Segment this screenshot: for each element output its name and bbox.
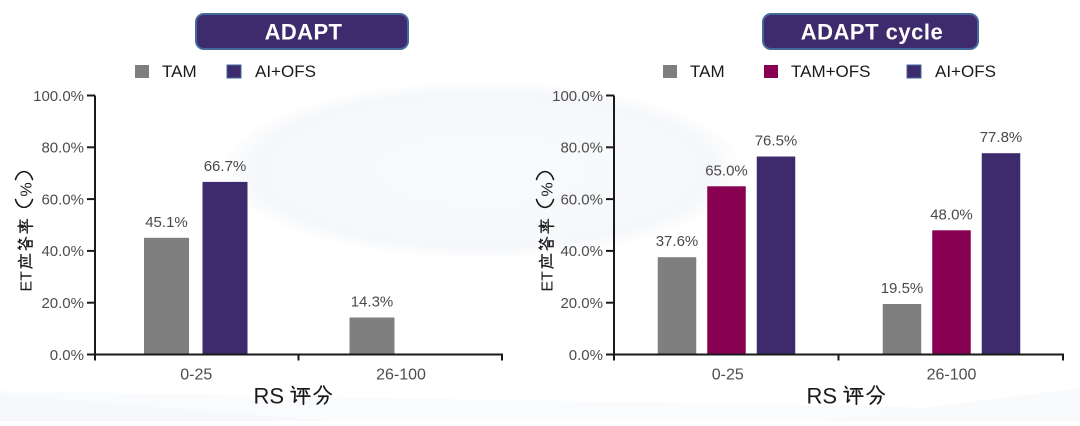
svg-text:45.1%: 45.1% [145,214,188,231]
svg-text:%: % [540,182,557,196]
svg-text:76.5%: 76.5% [755,133,798,150]
svg-text:20.0%: 20.0% [41,295,84,312]
svg-text:40.0%: 40.0% [560,243,603,260]
svg-text:AI+OFS: AI+OFS [255,62,316,81]
svg-text:66.7%: 66.7% [204,158,247,175]
svg-text:26-100: 26-100 [376,367,426,384]
svg-text:0-25: 0-25 [712,367,744,384]
svg-text:0-25: 0-25 [180,367,212,384]
svg-text:48.0%: 48.0% [930,206,973,223]
svg-text:ADAPT cycle: ADAPT cycle [801,20,943,45]
svg-text:%: % [19,182,36,196]
svg-text:RS: RS [807,383,838,408]
svg-text:100.0%: 100.0% [33,88,84,105]
svg-text:TAM+OFS: TAM+OFS [791,62,871,81]
svg-text:65.0%: 65.0% [705,162,748,179]
svg-text:14.3%: 14.3% [351,294,394,311]
svg-text:100.0%: 100.0% [552,88,603,105]
svg-text:60.0%: 60.0% [41,191,84,208]
svg-text:0.0%: 0.0% [50,347,84,364]
svg-text:0.0%: 0.0% [569,347,603,364]
svg-text:ADAPT: ADAPT [265,20,343,45]
svg-text:80.0%: 80.0% [560,140,603,157]
svg-text:20.0%: 20.0% [560,295,603,312]
svg-text:77.8%: 77.8% [980,129,1023,146]
svg-text:37.6%: 37.6% [656,233,699,250]
svg-text:TAM: TAM [690,62,725,81]
svg-text:ET: ET [19,271,36,292]
svg-text:AI+OFS: AI+OFS [935,62,996,81]
svg-text:19.5%: 19.5% [881,280,924,297]
svg-text:40.0%: 40.0% [41,243,84,260]
svg-text:TAM: TAM [162,62,197,81]
svg-text:80.0%: 80.0% [41,140,84,157]
svg-text:26-100: 26-100 [927,367,977,384]
svg-text:RS: RS [254,383,285,408]
svg-text:60.0%: 60.0% [560,191,603,208]
svg-text:ET: ET [540,271,557,292]
